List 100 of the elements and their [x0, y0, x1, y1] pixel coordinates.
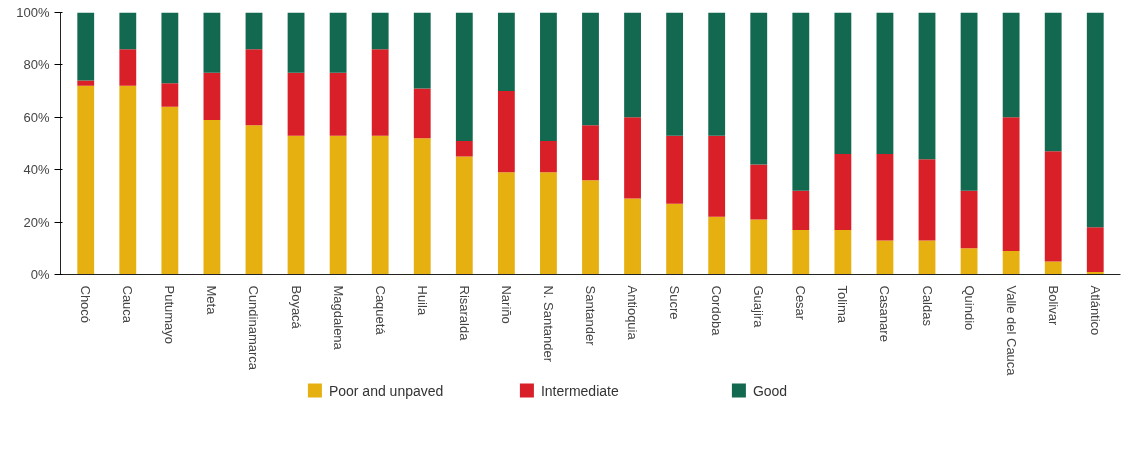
x-tick-label: Caldas [919, 285, 935, 327]
x-tick-label: Cauca [120, 285, 136, 324]
bar [1044, 151, 1062, 262]
bar [77, 12, 95, 81]
bar [624, 117, 641, 199]
bar [792, 190, 810, 230]
bar [329, 135, 347, 275]
bar [876, 240, 894, 275]
bar [245, 12, 263, 50]
bar [161, 83, 179, 107]
bar [792, 12, 810, 191]
bar [624, 198, 641, 275]
bar [960, 248, 978, 275]
bar [203, 12, 221, 73]
bar [540, 12, 557, 141]
bar [161, 106, 179, 275]
y-tick-label: 60% [23, 109, 50, 125]
bar [918, 240, 936, 275]
y-tick-label: 0% [30, 267, 50, 282]
bar [497, 91, 515, 173]
bar [455, 12, 473, 141]
bar [918, 159, 936, 241]
bar [1086, 227, 1104, 272]
x-tick-label: Chocó [78, 285, 94, 324]
x-tick-label: Cundinamarca [246, 285, 262, 371]
x-tick-label: Meta [204, 285, 220, 316]
bar [119, 49, 137, 86]
y-tick-label: 20% [23, 214, 50, 230]
x-tick-label: Magdalena [330, 285, 346, 351]
y-tick-label: 100% [16, 5, 50, 20]
bar [371, 135, 389, 275]
bar [77, 80, 95, 86]
x-tick-label: Bolivar [1045, 285, 1061, 326]
bar [708, 12, 726, 136]
bar [834, 12, 852, 154]
bar [624, 12, 641, 118]
bar [666, 135, 684, 204]
legend-label: Good [752, 382, 788, 399]
bar [245, 125, 263, 275]
bar [329, 72, 347, 136]
bar [287, 72, 305, 136]
bar [750, 219, 768, 275]
bar [413, 88, 431, 139]
bar [834, 229, 852, 275]
bar [666, 203, 684, 275]
bar [455, 156, 473, 275]
bar [413, 138, 431, 275]
bar [540, 140, 557, 173]
bar [203, 72, 221, 120]
x-tick-label: Cordoba [709, 285, 725, 337]
x-tick-label: Antioquia [625, 285, 641, 341]
legend-label: Intermediate [540, 382, 619, 399]
bar [119, 85, 137, 275]
bar [708, 216, 726, 275]
y-tick-label: 40% [23, 162, 50, 178]
bar [1086, 12, 1104, 228]
x-tick-label: Guajira [751, 285, 767, 329]
x-tick-label: Putumayo [162, 285, 178, 345]
x-tick-label: Quindio [961, 285, 977, 331]
x-tick-label: N. Santander [540, 285, 556, 363]
x-tick-label: Boyacá [288, 285, 304, 330]
bar [582, 12, 599, 126]
bar [792, 229, 810, 275]
bar [287, 12, 305, 73]
bar [708, 135, 726, 217]
bar [119, 12, 137, 50]
bar [960, 12, 978, 191]
bar [497, 172, 515, 275]
bar [750, 12, 768, 165]
y-tick-label: 80% [23, 57, 50, 73]
x-tick-label: Nariño [498, 285, 514, 324]
bar [77, 85, 95, 275]
bar [876, 153, 894, 241]
bar [371, 49, 389, 136]
x-tick-label: Valle del Cauca [1003, 285, 1019, 377]
bar [497, 12, 515, 92]
bar [666, 12, 684, 136]
bar [1002, 12, 1020, 118]
x-tick-label: Tolima [835, 285, 851, 324]
x-tick-label: Casanare [877, 285, 893, 342]
bar [582, 125, 599, 181]
bar [455, 140, 473, 157]
x-tick-label: Risaralda [456, 285, 472, 342]
bar [834, 153, 852, 230]
bar [750, 164, 768, 220]
bar [1002, 250, 1020, 275]
bar [960, 190, 978, 249]
bar [161, 12, 179, 84]
bar [1044, 12, 1062, 152]
legend-label: Poor and unpaved [328, 382, 444, 399]
bar [876, 12, 894, 154]
x-tick-label: Huila [414, 285, 430, 316]
bar [582, 180, 599, 275]
bar [413, 12, 431, 89]
bar [245, 49, 263, 126]
x-tick-label: Caquetá [372, 285, 388, 336]
bar [1044, 261, 1062, 275]
bar [1002, 117, 1020, 251]
x-tick-label: Santander [583, 285, 598, 347]
x-tick-label: Cesar [793, 285, 809, 321]
